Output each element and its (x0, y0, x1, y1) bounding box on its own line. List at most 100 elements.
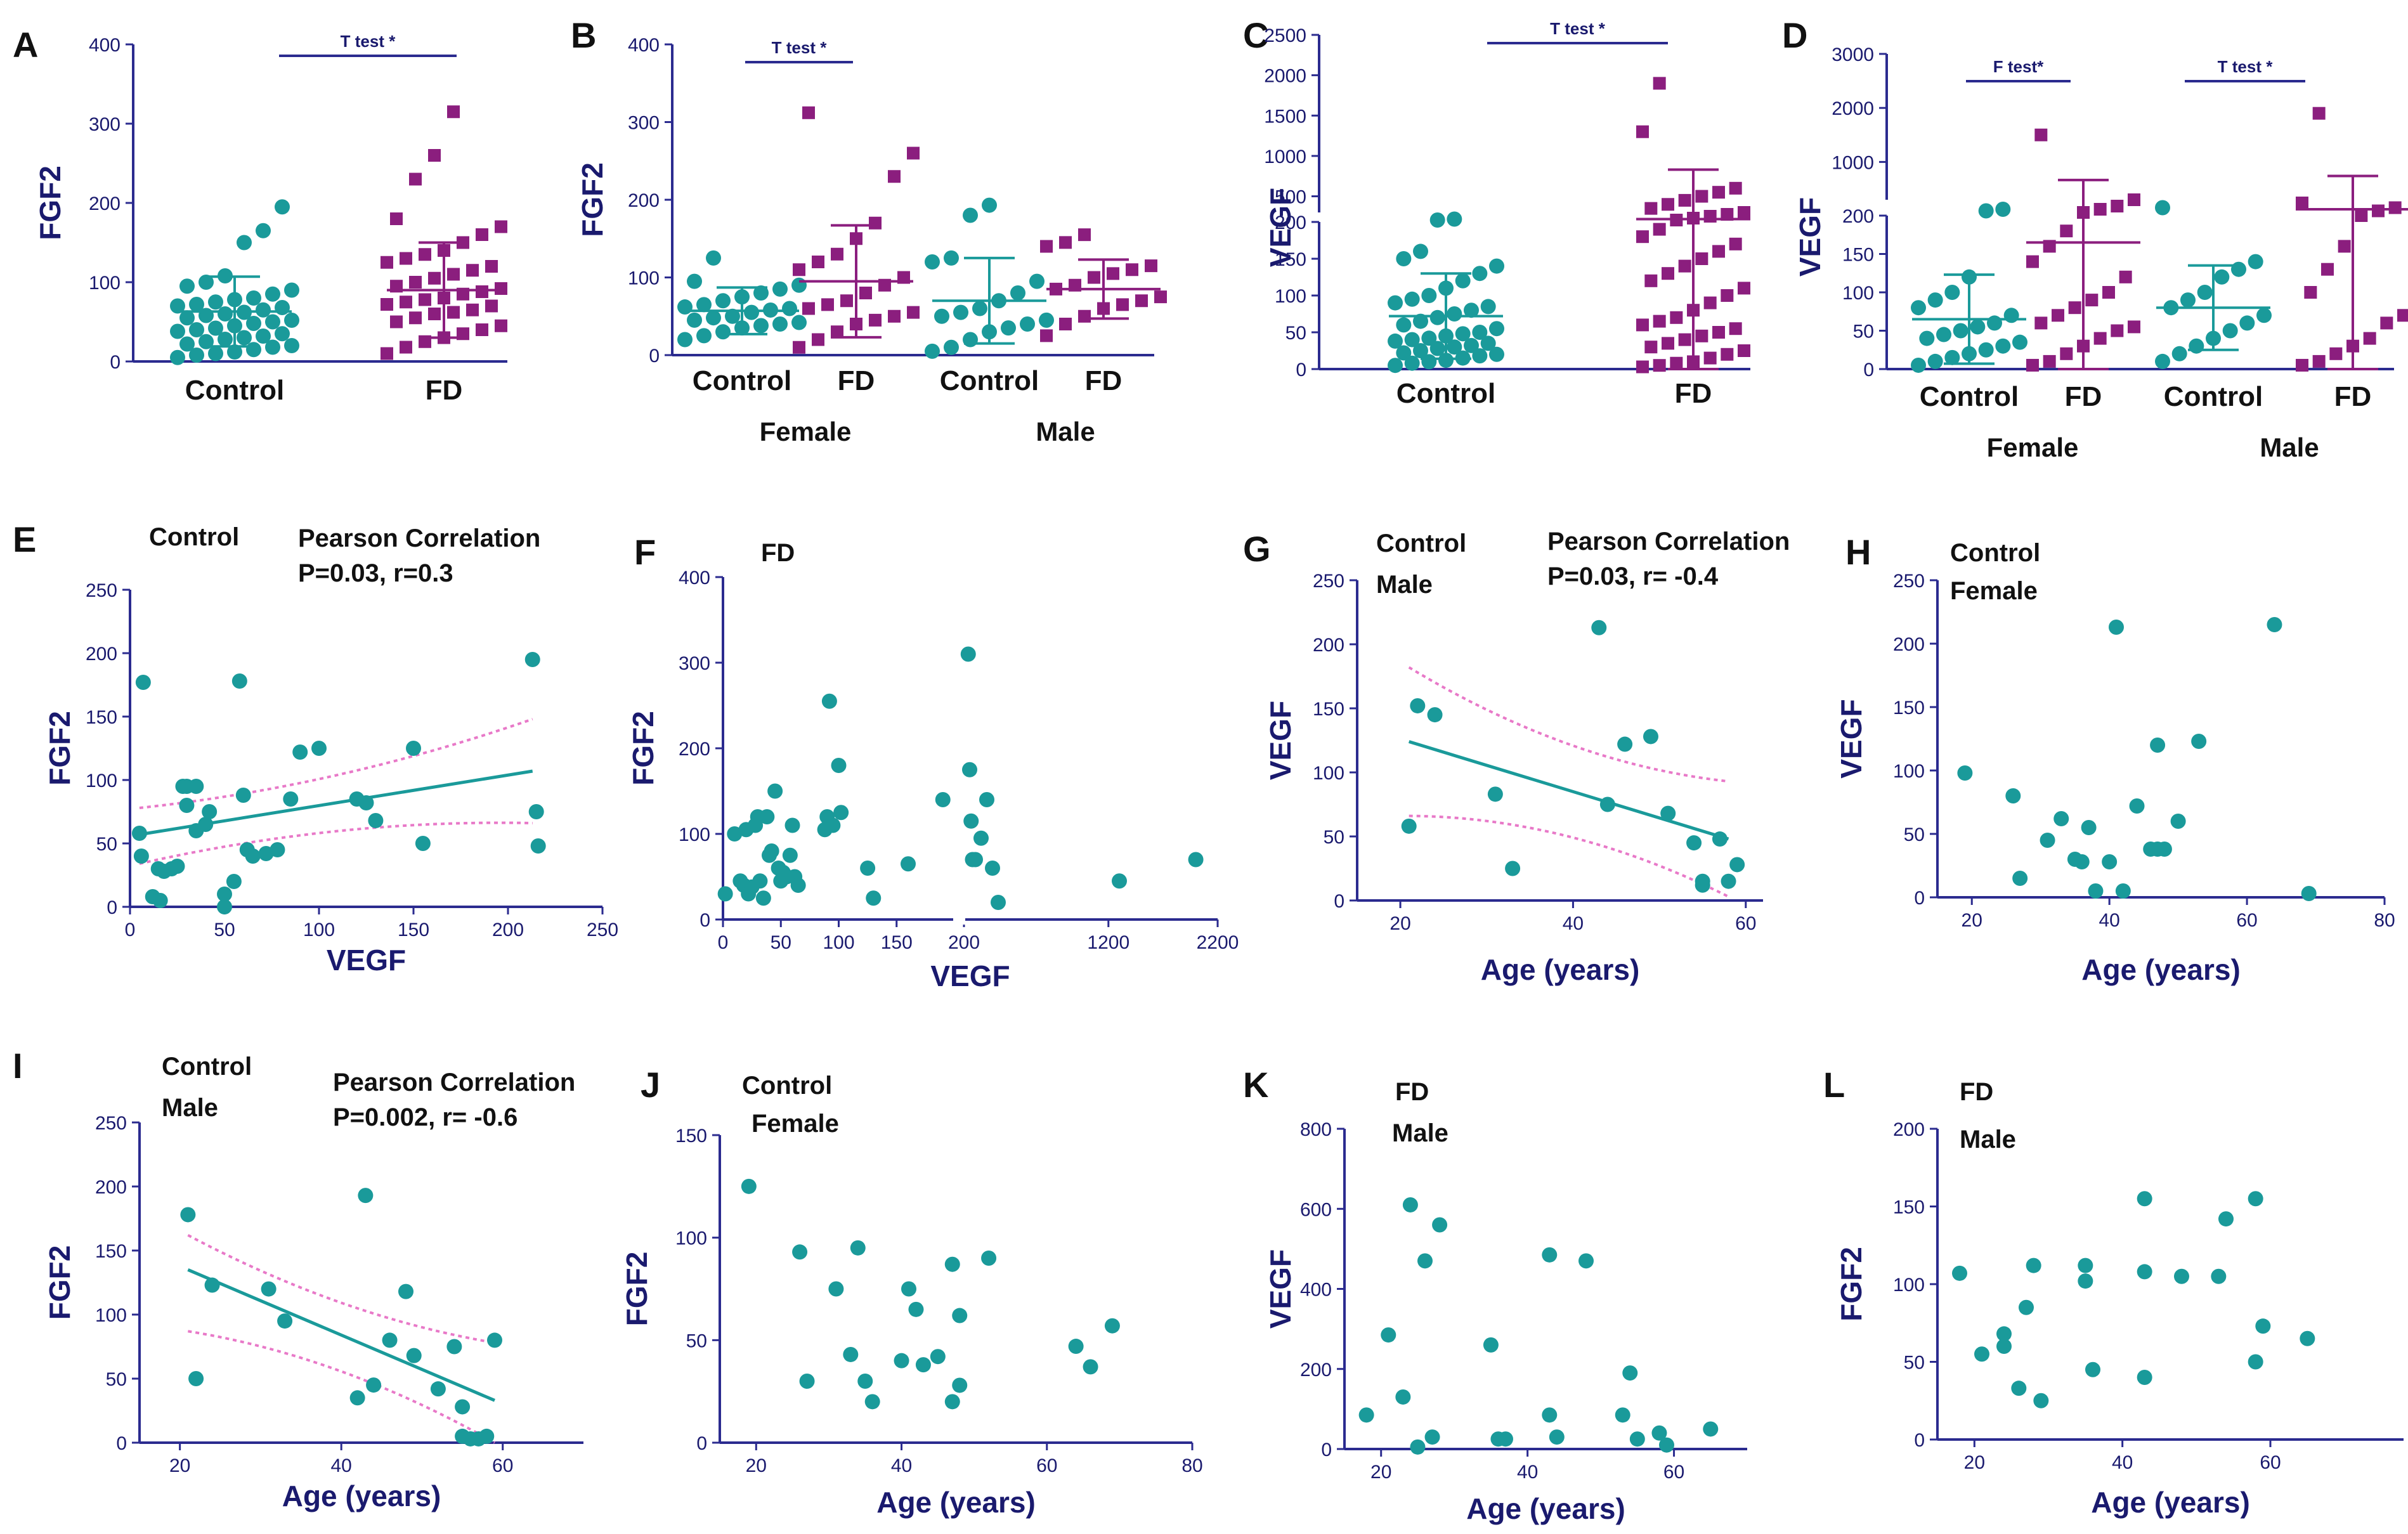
panel-h-point (2074, 854, 2090, 869)
panel-d-point (2111, 324, 2124, 337)
panel-b-sig-label: T test * (772, 38, 828, 57)
panel-g-point (1410, 698, 1426, 713)
panel-a-point (381, 347, 393, 360)
panel-b-point (753, 318, 769, 334)
panel-a-point (246, 342, 261, 358)
panel-g-point (1599, 796, 1615, 812)
panel-i-annotation: Pearson Correlation (333, 1069, 575, 1096)
panel-b-point (840, 294, 853, 308)
panel-b-point (772, 281, 788, 297)
panel-f-point (727, 826, 743, 842)
panel-i-point (349, 1390, 365, 1406)
panel-k-y-tick-label: 0 (1321, 1440, 1332, 1460)
panel-e-point (283, 791, 299, 807)
panel-c-y-tick-label: 200 (1275, 212, 1306, 233)
panel-i-point (398, 1284, 413, 1299)
panel-l-y-title: FGF2 (1835, 1247, 1868, 1322)
panel-a-point (237, 235, 252, 250)
panel-d-point (2397, 309, 2408, 322)
panel-a-point (447, 306, 460, 319)
panel-h-point (2012, 871, 2028, 886)
panel-g-point (1729, 857, 1745, 873)
panel-b-point (1088, 271, 1100, 284)
panel-c-point (1455, 326, 1471, 342)
panel-k-letter: K (1243, 1065, 1268, 1105)
panel-c-point (1721, 208, 1734, 221)
panel-c-y-tick-label: 0 (1296, 360, 1306, 380)
panel-g-y-tick-label: 150 (1313, 699, 1344, 720)
panel-f-point (833, 805, 849, 821)
panel-l-point (2033, 1393, 2049, 1408)
panel-e-point (245, 848, 261, 864)
panel-f-point (1188, 852, 1204, 868)
panel-l-y-tick-label: 200 (1893, 1119, 1925, 1140)
panel-a-point (447, 268, 460, 281)
panel-b-point (1107, 267, 1119, 280)
panel-e-point (528, 804, 544, 819)
panel-c-point (1464, 337, 1479, 353)
panel-d-point (2119, 270, 2132, 283)
panel-g-point (1712, 831, 1728, 847)
panel-i-point (487, 1332, 502, 1348)
panel-c-point (1489, 321, 1504, 337)
panel-b-point (1059, 236, 1072, 249)
panel-d-point (2034, 128, 2048, 141)
panel-a-point (447, 105, 460, 119)
panel-g-x-title: Age (years) (1481, 953, 1640, 986)
panel-g-letter: G (1243, 529, 1271, 569)
panel-d-point (2128, 193, 2140, 206)
panel-j-y-tick-label: 50 (686, 1330, 707, 1351)
panel-a-point (170, 323, 185, 339)
panel-a-point (275, 199, 290, 215)
panel-l-letter: L (1823, 1065, 1845, 1105)
panel-g-point (1505, 861, 1521, 876)
panel-b-point (963, 332, 978, 348)
panel-b-point (934, 308, 949, 324)
panel-b-point (1001, 320, 1016, 336)
panel-c-y-tick-label: 1000 (1264, 146, 1306, 167)
panel-i-regression-line (187, 1268, 495, 1402)
panel-b-point (715, 324, 731, 340)
panel-d-point (2296, 197, 2308, 209)
panel-h-point (2156, 842, 2172, 857)
panel-l-x-tick-label: 20 (1964, 1452, 1985, 1473)
panel-d-point (2329, 347, 2343, 360)
panel-h-point (2191, 734, 2207, 749)
panel-j-x-tick-label: 80 (1181, 1455, 1202, 1476)
panel-c-point (1653, 359, 1666, 372)
panel-a-point (428, 308, 441, 320)
panel-e-y-tick-label: 250 (86, 580, 117, 601)
panel-d-point (2026, 358, 2039, 372)
panel-f-x-tick-label: 100 (823, 932, 854, 953)
panel-c-point (1738, 206, 1750, 219)
panel-f-point (831, 758, 847, 773)
panel-l-point (2026, 1258, 2041, 1273)
panel-j-subtitle: Female (752, 1110, 839, 1138)
panel-a-point (284, 338, 299, 353)
panel-f-point (767, 783, 783, 799)
panel-f-point (979, 792, 994, 807)
panel-d-category-label: Control (2164, 381, 2263, 412)
panel-g-x-tick-label: 40 (1563, 913, 1584, 934)
panel-d-point (2304, 286, 2317, 299)
panel-a-point (466, 264, 479, 277)
panel-c-point (1721, 289, 1734, 302)
panel-f-point (752, 873, 768, 889)
panel-e-y-tick-label: 100 (86, 770, 117, 791)
panel-f-point (991, 895, 1006, 910)
panel-a-y-tick-label: 100 (89, 273, 120, 294)
panel-b-group-label: Female (760, 417, 852, 446)
panel-h-y-title: VEGF (1835, 699, 1868, 778)
panel-b-point (744, 304, 759, 320)
panel-a-point (275, 326, 290, 342)
panel-j-point (1083, 1359, 1098, 1375)
panel-b-point (1078, 228, 1091, 242)
panel-j-point (894, 1353, 909, 1368)
panel-b-point (1154, 290, 1167, 304)
panel-k-x-tick-label: 40 (1517, 1462, 1538, 1483)
panel-e-point (311, 741, 327, 756)
panel-l-point (2137, 1370, 2152, 1385)
panel-f-y-tick-label: 0 (700, 910, 710, 931)
panel-g-y-tick-label: 250 (1313, 571, 1344, 592)
panel-c-point (1429, 212, 1445, 228)
